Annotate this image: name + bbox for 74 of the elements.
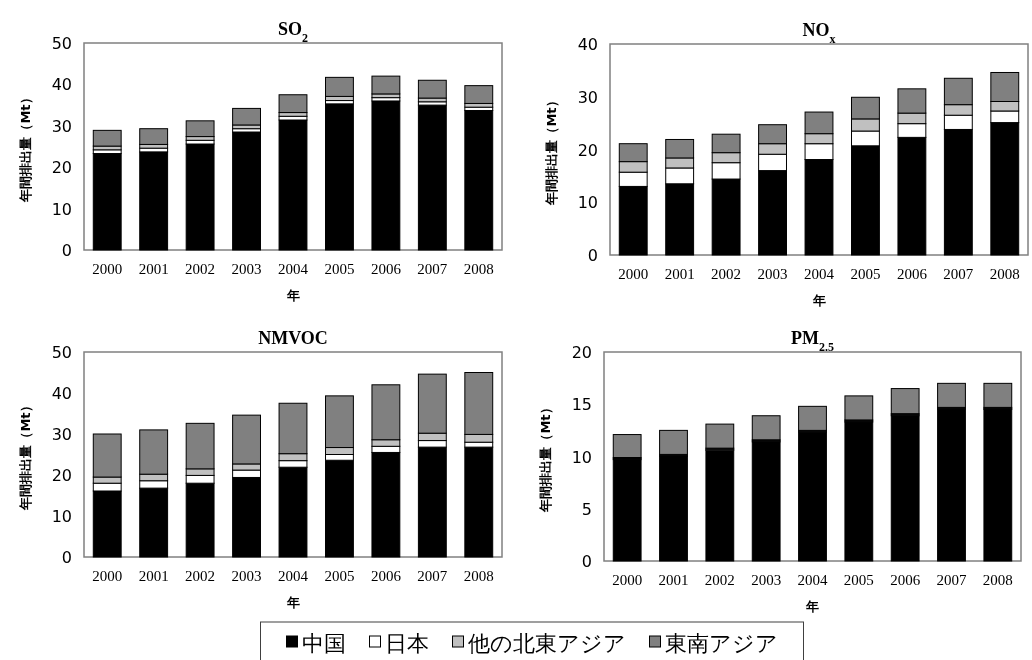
y-tick-label: 20 (51, 158, 72, 178)
x-tick-label: 2006 (370, 568, 402, 584)
chart-title: PM$_{2.5}$ (791, 328, 834, 354)
y-tick-label: 0 (61, 548, 72, 567)
y-tick-label: 40 (577, 35, 598, 54)
chart-title: SO$_{2}$ (277, 19, 309, 45)
y-axis-title: 年間排出量（Mt） (538, 401, 553, 513)
x-tick-label: 2002 (185, 568, 216, 584)
x-axis-title: 年 (285, 288, 300, 303)
x-tick-label: 2004 (278, 568, 309, 584)
x-tick-label: 2006 (890, 572, 921, 588)
x-tick-label: 2004 (797, 572, 828, 588)
y-tick-label: 20 (577, 140, 598, 160)
x-axis-title: 年 (811, 293, 826, 308)
y-tick-label: 20 (571, 343, 592, 362)
y-tick-label: 10 (577, 193, 598, 213)
y-tick-label: 0 (581, 552, 592, 571)
x-tick-label: 2002 (704, 572, 735, 588)
y-tick-label: 30 (51, 425, 72, 444)
x-tick-label: 2005 (843, 572, 874, 588)
y-tick-label: 50 (51, 343, 72, 362)
x-axis-title: 年 (285, 595, 300, 610)
x-tick-label: 2000 (92, 568, 123, 584)
y-tick-label: 40 (51, 384, 72, 403)
x-tick-label: 2000 (92, 261, 123, 277)
x-tick-label: 2004 (278, 261, 309, 277)
y-axis-title: 年間排出量（Mt） (544, 94, 559, 206)
x-tick-label: 2006 (370, 261, 402, 277)
legend-label: 東南アジア (664, 631, 778, 656)
x-tick-label: 2001 (664, 266, 695, 282)
y-tick-label: 30 (51, 116, 72, 136)
y-tick-label: 10 (51, 199, 72, 219)
y-tick-label: 40 (51, 75, 72, 95)
chart-title: NO$_{x}$ (802, 20, 836, 46)
x-tick-label: 2003 (231, 261, 262, 277)
x-tick-label: 2001 (658, 572, 689, 588)
y-axis-title: 年間排出量（Mt） (18, 399, 33, 511)
x-tick-label: 2005 (324, 568, 355, 584)
y-tick-label: 20 (51, 466, 72, 485)
x-tick-label: 2000 (612, 572, 643, 588)
y-tick-label: 0 (587, 246, 598, 265)
x-tick-label: 2003 (757, 266, 788, 282)
x-tick-label: 2001 (138, 568, 169, 584)
legend-label: 日本 (384, 631, 429, 656)
y-tick-label: 0 (61, 241, 72, 260)
y-tick-label: 10 (51, 507, 72, 526)
x-tick-label: 2008 (463, 261, 494, 277)
x-tick-label: 2001 (138, 261, 169, 277)
x-tick-label: 2008 (463, 568, 494, 584)
x-axis-title: 年 (805, 599, 819, 614)
y-tick-label: 50 (51, 34, 72, 53)
x-tick-label: 2007 (936, 572, 967, 588)
x-tick-label: 2006 (896, 266, 928, 282)
x-tick-label: 2005 (850, 266, 881, 282)
x-tick-label: 2008 (982, 572, 1013, 588)
y-tick-label: 10 (571, 447, 592, 467)
x-tick-label: 2005 (324, 261, 355, 277)
chart-title: NMVOC (258, 328, 328, 348)
x-tick-label: 2002 (185, 261, 216, 277)
y-tick-label: 5 (581, 499, 592, 519)
x-tick-label: 2007 (417, 261, 448, 277)
legend-label: 中国 (301, 631, 346, 656)
x-tick-label: 2007 (943, 266, 974, 282)
x-tick-label: 2003 (751, 572, 782, 588)
x-tick-label: 2002 (711, 266, 742, 282)
legend-label: 他の北東アジア (467, 631, 626, 656)
y-tick-label: 30 (577, 87, 598, 107)
y-axis-title: 年間排出量（Mt） (18, 91, 33, 203)
x-tick-label: 2000 (618, 266, 649, 282)
x-tick-label: 2003 (231, 568, 262, 584)
x-tick-label: 2007 (417, 568, 448, 584)
x-tick-label: 2008 (989, 266, 1020, 282)
y-tick-label: 15 (571, 395, 592, 415)
x-tick-label: 2004 (804, 266, 835, 282)
